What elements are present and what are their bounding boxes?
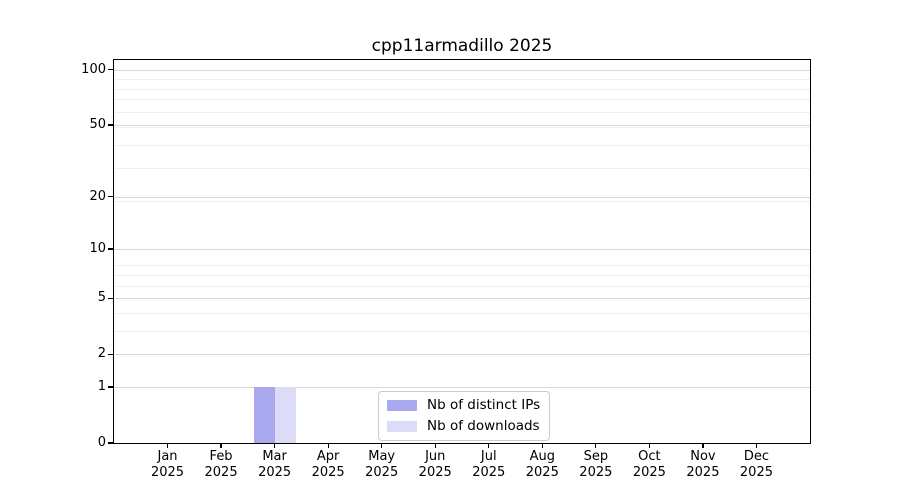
- gridline-minor: [114, 144, 810, 146]
- gridline-major: [114, 354, 810, 356]
- x-tick-mark: [648, 443, 650, 448]
- x-tick-mark: [381, 443, 383, 448]
- gridline-major: [114, 386, 810, 388]
- gridline-minor: [114, 79, 810, 81]
- x-tick-month: Mar: [262, 449, 287, 464]
- gridline-minor: [114, 274, 810, 276]
- y-tick-mark: [108, 196, 113, 198]
- legend-item-downloads: Nb of downloads: [387, 418, 540, 434]
- x-tick-label: Jun 2025: [403, 449, 467, 481]
- x-tick-label: Jan 2025: [136, 449, 200, 481]
- y-tick-mark: [108, 69, 113, 71]
- gridline-minor: [114, 167, 810, 169]
- x-tick-month: Sep: [583, 449, 609, 464]
- x-tick-year: 2025: [739, 465, 773, 480]
- gridline-minor: [114, 88, 810, 90]
- x-tick-label: May 2025: [350, 449, 414, 481]
- y-tick-label: 5: [97, 290, 106, 306]
- x-tick-mark: [755, 443, 758, 448]
- legend-label: Nb of distinct IPs: [427, 397, 541, 413]
- x-tick-label: Aug 2025: [510, 449, 574, 481]
- x-tick-month: Nov: [690, 449, 716, 464]
- x-tick-mark: [274, 443, 276, 448]
- x-tick-label: Apr 2025: [296, 449, 360, 481]
- x-tick-mark: [166, 443, 169, 448]
- x-tick-label: Dec 2025: [724, 449, 788, 481]
- gridline-major: [114, 69, 810, 71]
- x-tick-year: 2025: [472, 465, 506, 480]
- gridline-major: [114, 125, 810, 127]
- x-tick-year: 2025: [150, 465, 185, 480]
- y-tick-label: 2: [97, 346, 106, 362]
- plot-area: [113, 59, 811, 444]
- y-tick-label: 50: [89, 117, 106, 133]
- x-tick-month: May: [368, 449, 396, 464]
- y-tick-label: 100: [81, 61, 106, 77]
- x-tick-label: Nov 2025: [671, 449, 735, 481]
- x-tick-year: 2025: [258, 465, 292, 480]
- y-tick-label: 0: [97, 435, 106, 450]
- x-tick-mark: [541, 443, 543, 448]
- x-tick-year: 2025: [365, 465, 399, 480]
- gridline-minor: [114, 99, 810, 101]
- x-tick-month: Jan: [157, 449, 178, 464]
- gridline-minor: [114, 126, 810, 128]
- x-tick-label: Sep 2025: [564, 449, 628, 481]
- x-tick-mark: [220, 443, 222, 448]
- y-tick-label: 1: [97, 378, 106, 394]
- gridline-minor: [114, 111, 810, 113]
- x-tick-label: Oct 2025: [617, 449, 681, 481]
- gridline-minor: [114, 330, 810, 332]
- y-tick-label: 10: [89, 241, 106, 257]
- x-tick-year: 2025: [311, 465, 345, 480]
- y-tick-mark: [108, 297, 113, 299]
- x-tick-label: Mar 2025: [243, 449, 307, 481]
- y-tick-mark: [108, 442, 113, 444]
- chart-title: cpp11armadillo 2025: [371, 36, 553, 56]
- legend: Nb of distinct IPs Nb of downloads: [378, 391, 551, 441]
- bar-distinct-ips: [253, 386, 275, 443]
- gridline-major: [114, 298, 810, 300]
- x-tick-year: 2025: [204, 465, 238, 480]
- y-tick-label: 20: [89, 188, 106, 204]
- x-tick-mark: [488, 443, 490, 448]
- x-tick-year: 2025: [686, 465, 720, 480]
- x-tick-mark: [327, 443, 329, 448]
- x-tick-label: Feb 2025: [189, 449, 253, 481]
- y-tick-mark: [108, 124, 113, 126]
- gridline-major: [114, 249, 810, 251]
- x-tick-year: 2025: [579, 465, 613, 480]
- x-tick-year: 2025: [525, 465, 559, 480]
- y-tick-mark: [108, 386, 113, 388]
- legend-label: Nb of downloads: [427, 418, 540, 434]
- x-tick-month: Apr: [316, 449, 340, 464]
- gridline-major: [114, 196, 810, 198]
- x-tick-month: Aug: [529, 449, 555, 464]
- x-tick-month: Jun: [425, 449, 446, 464]
- x-tick-month: Oct: [638, 449, 661, 464]
- x-tick-mark: [595, 443, 597, 448]
- x-tick-month: Dec: [743, 449, 770, 464]
- x-tick-month: Jul: [480, 449, 497, 464]
- bar-downloads: [274, 386, 296, 443]
- gridline-minor: [114, 285, 810, 287]
- y-tick-mark: [108, 248, 113, 250]
- x-tick-label: Jul 2025: [457, 449, 521, 481]
- legend-swatch-distinct-ips: [387, 399, 417, 411]
- gridline-minor: [114, 312, 810, 314]
- x-tick-month: Feb: [209, 449, 233, 464]
- gridline-minor: [114, 200, 810, 202]
- x-tick-mark: [702, 443, 704, 448]
- legend-swatch-downloads: [387, 420, 417, 432]
- y-tick-mark: [108, 353, 113, 355]
- legend-item-distinct-ips: Nb of distinct IPs: [387, 397, 540, 413]
- gridline-minor: [114, 265, 810, 267]
- x-tick-year: 2025: [632, 465, 666, 480]
- x-tick-mark: [434, 443, 436, 448]
- x-tick-year: 2025: [418, 465, 452, 480]
